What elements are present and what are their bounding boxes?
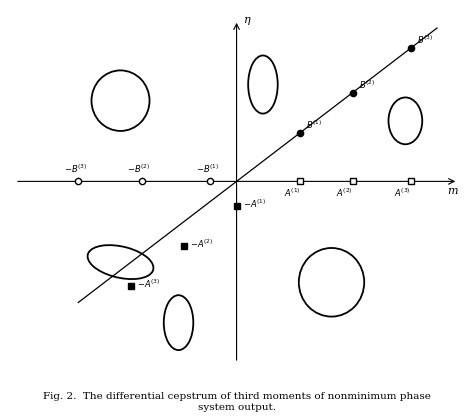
Text: $-B^{(3)}$: $-B^{(3)}$ [64, 162, 87, 174]
Text: $B^{(2)}$: $B^{(2)}$ [359, 78, 375, 91]
Text: m: m [447, 186, 458, 196]
Text: $-A^{(3)}$: $-A^{(3)}$ [137, 278, 161, 290]
Text: $B^{(1)}$: $B^{(1)}$ [306, 118, 322, 131]
Text: $A^{(2)}$: $A^{(2)}$ [337, 186, 353, 199]
Text: $-B^{(2)}$: $-B^{(2)}$ [128, 162, 151, 174]
Text: $B^{(3)}$: $B^{(3)}$ [417, 34, 433, 46]
Text: $A^{(3)}$: $A^{(3)}$ [394, 186, 411, 199]
Text: η: η [245, 15, 251, 25]
Text: $-A^{(1)}$: $-A^{(1)}$ [243, 197, 266, 210]
Text: $A^{(1)}$: $A^{(1)}$ [283, 186, 301, 199]
Text: $-B^{(1)}$: $-B^{(1)}$ [196, 162, 219, 174]
Text: Fig. 2.  The differential cepstrum of third moments of nonminimum phase
system o: Fig. 2. The differential cepstrum of thi… [43, 392, 431, 412]
Text: $-A^{(2)}$: $-A^{(2)}$ [190, 238, 213, 250]
